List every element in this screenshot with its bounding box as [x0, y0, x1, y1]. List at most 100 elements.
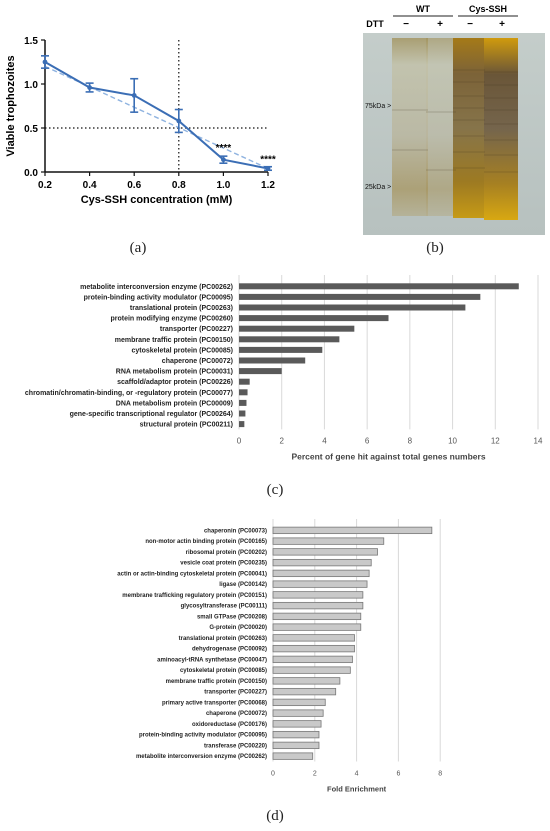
- marker-25kda: 25kDa >: [365, 184, 391, 191]
- gel-lane-label: −: [467, 19, 473, 30]
- bar: [272, 591, 364, 599]
- y-tick-label: 1.0: [24, 80, 38, 91]
- x-tick-label: 1.2: [261, 180, 275, 191]
- gel-lane-label: +: [499, 19, 505, 30]
- gel-svg: WT Cys-SSH DTT − + − + 75kDa > 25kDa >: [363, 4, 545, 235]
- panel-d-bar-chart: 0 2 4 6 8 Fold Enrichment chaperonin (PC00073)…: [0, 518, 550, 800]
- category-label: gene-specific transcriptional regulator …: [70, 411, 233, 418]
- category-label: G-protein (PC00020): [209, 625, 267, 631]
- gel-lane-wt-minus: [392, 38, 428, 216]
- caption-d: (d): [266, 808, 284, 824]
- x-tick-label: 14: [534, 436, 543, 445]
- panel-b-gel: WT Cys-SSH DTT − + − + 75kDa > 25kDa >: [300, 0, 550, 240]
- gel-lane-label: −: [403, 19, 409, 30]
- category-label: chromatin/chromatin-binding, or -regulat…: [25, 390, 233, 397]
- category-label: chaperonin (PC00073): [204, 528, 267, 534]
- bar: [272, 709, 324, 717]
- bar: [239, 283, 519, 290]
- bar: [272, 730, 320, 739]
- category-label: protein-binding activity modulator (PC00…: [84, 294, 233, 301]
- x-tick-label: 0.2: [38, 180, 52, 191]
- category-label: membrane traffic protein (PC00150): [166, 679, 267, 685]
- data-point: [131, 93, 137, 98]
- data-line: [44, 61, 269, 170]
- caption-b: (b): [426, 240, 444, 256]
- significance-annotation: ****: [260, 154, 276, 165]
- bar: [239, 304, 466, 311]
- x-tick-label: 6: [365, 436, 370, 445]
- bar: [272, 569, 370, 578]
- category-label: dehydrogenase (PC00092): [192, 647, 267, 653]
- bar: [272, 644, 355, 653]
- x-tick-label: 0.6: [127, 180, 141, 191]
- bar: [272, 720, 322, 728]
- bar: [272, 677, 341, 685]
- category-label: transporter (PC00227): [204, 690, 267, 696]
- bar: [272, 698, 326, 707]
- y-tick-label: 0.5: [24, 124, 38, 135]
- bar: [239, 368, 282, 375]
- panel-a-line-chart: 0.0 0.5 1.0 1.5 0.2 0.4 0.6 0.8 1.0 1.2 Cys-SSH co…: [0, 0, 290, 215]
- bar: [272, 655, 353, 664]
- y-axis-label: Viable trophozoites: [5, 55, 17, 156]
- category-label: glycosyltransferase (PC00111): [181, 604, 267, 610]
- category-label: non-motor actin binding protein (PC00165…: [145, 539, 267, 545]
- gel-lane-wt-plus: [426, 38, 456, 216]
- bar: [239, 389, 248, 396]
- x-tick-label: 0.8: [172, 180, 186, 191]
- x-axis-label: Fold Enrichment: [327, 785, 387, 794]
- gel-group-wt: WT: [416, 4, 430, 14]
- y-tick-label: 0.0: [24, 168, 38, 179]
- significance-annotation: ****: [216, 143, 232, 154]
- caption-a: (a): [129, 240, 147, 256]
- category-label: ribosomal protein (PC00202): [186, 550, 267, 556]
- category-label: protein modifying enzyme (PC00260): [110, 316, 233, 323]
- x-tick-label: 6: [396, 771, 400, 778]
- bar: [239, 325, 355, 332]
- x-tick-label: 0.4: [83, 180, 97, 191]
- x-tick-label: 8: [408, 436, 413, 445]
- x-axis-label: Cys-SSH concentration (mM): [81, 194, 233, 206]
- x-axis-label: Percent of gene hit against total genes …: [291, 451, 485, 461]
- bar: [272, 548, 378, 556]
- category-label: protein-binding activity modulator (PC00…: [139, 733, 267, 739]
- x-tick-label: 1.0: [216, 180, 230, 191]
- gel-lane-label: +: [437, 19, 443, 30]
- bar: [272, 623, 362, 631]
- category-label: structural protein (PC00211): [140, 422, 233, 429]
- bar: [239, 421, 245, 428]
- bar: [239, 336, 340, 343]
- category-label: oxidoreductase (PC00176): [192, 722, 267, 728]
- category-label: RNA metabolism protein (PC00031): [116, 369, 233, 376]
- category-label: cytoskeletal protein (PC00085): [180, 668, 267, 674]
- category-label: vesicle coat protein (PC00235): [180, 561, 267, 567]
- bar-chart-d-svg: 0 2 4 6 8 Fold Enrichment chaperonin (PC00073)…: [117, 519, 442, 794]
- bar: [239, 378, 250, 385]
- bar: [272, 537, 385, 545]
- bar: [272, 526, 433, 535]
- gel-lane-cys-plus: [484, 38, 518, 220]
- x-tick-label: 4: [322, 436, 327, 445]
- bar: [272, 752, 314, 760]
- category-label: small GTPase (PC00208): [197, 614, 267, 620]
- bar: [239, 293, 481, 300]
- category-label: cytoskeletal protein (PC00085): [131, 347, 233, 354]
- gel-bands: [392, 69, 518, 173]
- category-label: translational protein (PC00263): [130, 305, 233, 312]
- x-tick-label: 12: [491, 436, 500, 445]
- bar: [239, 357, 306, 364]
- category-label: translational protein (PC00263): [179, 636, 267, 642]
- x-tick-label: 0: [237, 436, 242, 445]
- category-label: membrane trafficking regulatory protein …: [122, 593, 267, 599]
- x-tick-label: 0: [271, 771, 275, 778]
- bar: [272, 741, 320, 750]
- data-point: [265, 166, 271, 171]
- caption-c: (c): [266, 482, 284, 498]
- category-label: scaffold/adaptor protein (PC00226): [117, 379, 233, 386]
- x-tick-label: 2: [313, 771, 317, 778]
- bar: [272, 687, 337, 696]
- category-label: ligase (PC00142): [219, 582, 267, 588]
- category-label: aminoacyl-tRNA synthetase (PC00047): [157, 657, 267, 663]
- data-point: [87, 85, 92, 90]
- bar: [239, 410, 246, 417]
